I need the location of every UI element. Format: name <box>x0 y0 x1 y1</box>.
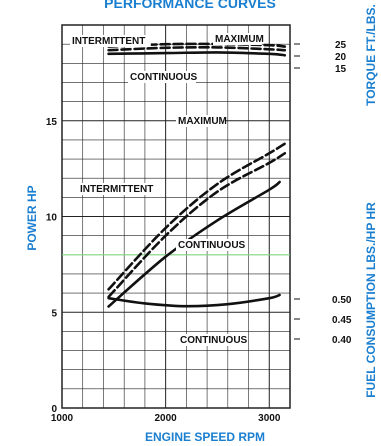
fuel-continuous-label: CONTINUOUS <box>180 335 248 346</box>
torque-axis-label: TORQUE FT./LBS. <box>364 4 378 106</box>
torque-intermittent-label: INTERMITTENT <box>72 36 145 47</box>
x-axis-label: ENGINE SPEED RPM <box>145 430 265 444</box>
power-tick-label: 0 <box>51 404 57 415</box>
x-tick-label: 2000 <box>155 413 178 424</box>
torque-tick-label: 15 <box>335 64 347 75</box>
power-maximum-label: MAXIMUM <box>178 116 227 127</box>
power-continuous-line <box>107 180 281 308</box>
torque-tick-label: 25 <box>335 40 347 51</box>
chart-title: PERFORMANCE CURVES <box>104 0 276 11</box>
fuel-tick-label: 0.45 <box>332 315 352 326</box>
fuel-axis-label: FUEL CONSUMPTION LBS./HP HR <box>364 202 378 398</box>
power-tick-label: 10 <box>46 213 58 224</box>
series-lines <box>107 42 287 308</box>
x-tick-label: 3000 <box>258 413 281 424</box>
torque-continuous-line <box>107 51 287 57</box>
fuel-tick-label: 0.50 <box>332 295 352 306</box>
power-intermittent-line <box>107 152 287 299</box>
torque-maximum-label-bg <box>213 33 262 45</box>
power-tick-label: 15 <box>46 117 58 128</box>
power-tick-label: 5 <box>51 308 57 319</box>
fuel-continuous-label-bg <box>178 334 246 346</box>
torque-intermittent-line <box>107 45 287 52</box>
torque-maximum-label: MAXIMUM <box>215 34 264 45</box>
power-axis-label: POWER HP <box>25 185 39 250</box>
torque-continuous-label-bg <box>128 71 196 83</box>
power-maximum-label-bg <box>176 115 225 127</box>
fuel-continuous-line <box>107 293 281 308</box>
power-continuous-label-bg <box>176 239 244 251</box>
power-intermittent-label-bg <box>78 183 159 195</box>
curve-labels: INTERMITTENT MAXIMUM CONTINUOUS MAXIMUM INTE… <box>70 33 264 346</box>
power-continuous-label: CONTINUOUS <box>178 240 246 251</box>
power-intermittent-label: INTERMITTENT <box>80 184 153 195</box>
torque-intermittent-label-bg <box>70 35 151 47</box>
power-maximum-line <box>107 142 287 291</box>
x-tick-label: 1000 <box>51 413 74 424</box>
torque-continuous-label: CONTINUOUS <box>130 72 198 83</box>
torque-tick-label: 20 <box>335 52 347 63</box>
fuel-tick-label: 0.40 <box>332 335 352 346</box>
